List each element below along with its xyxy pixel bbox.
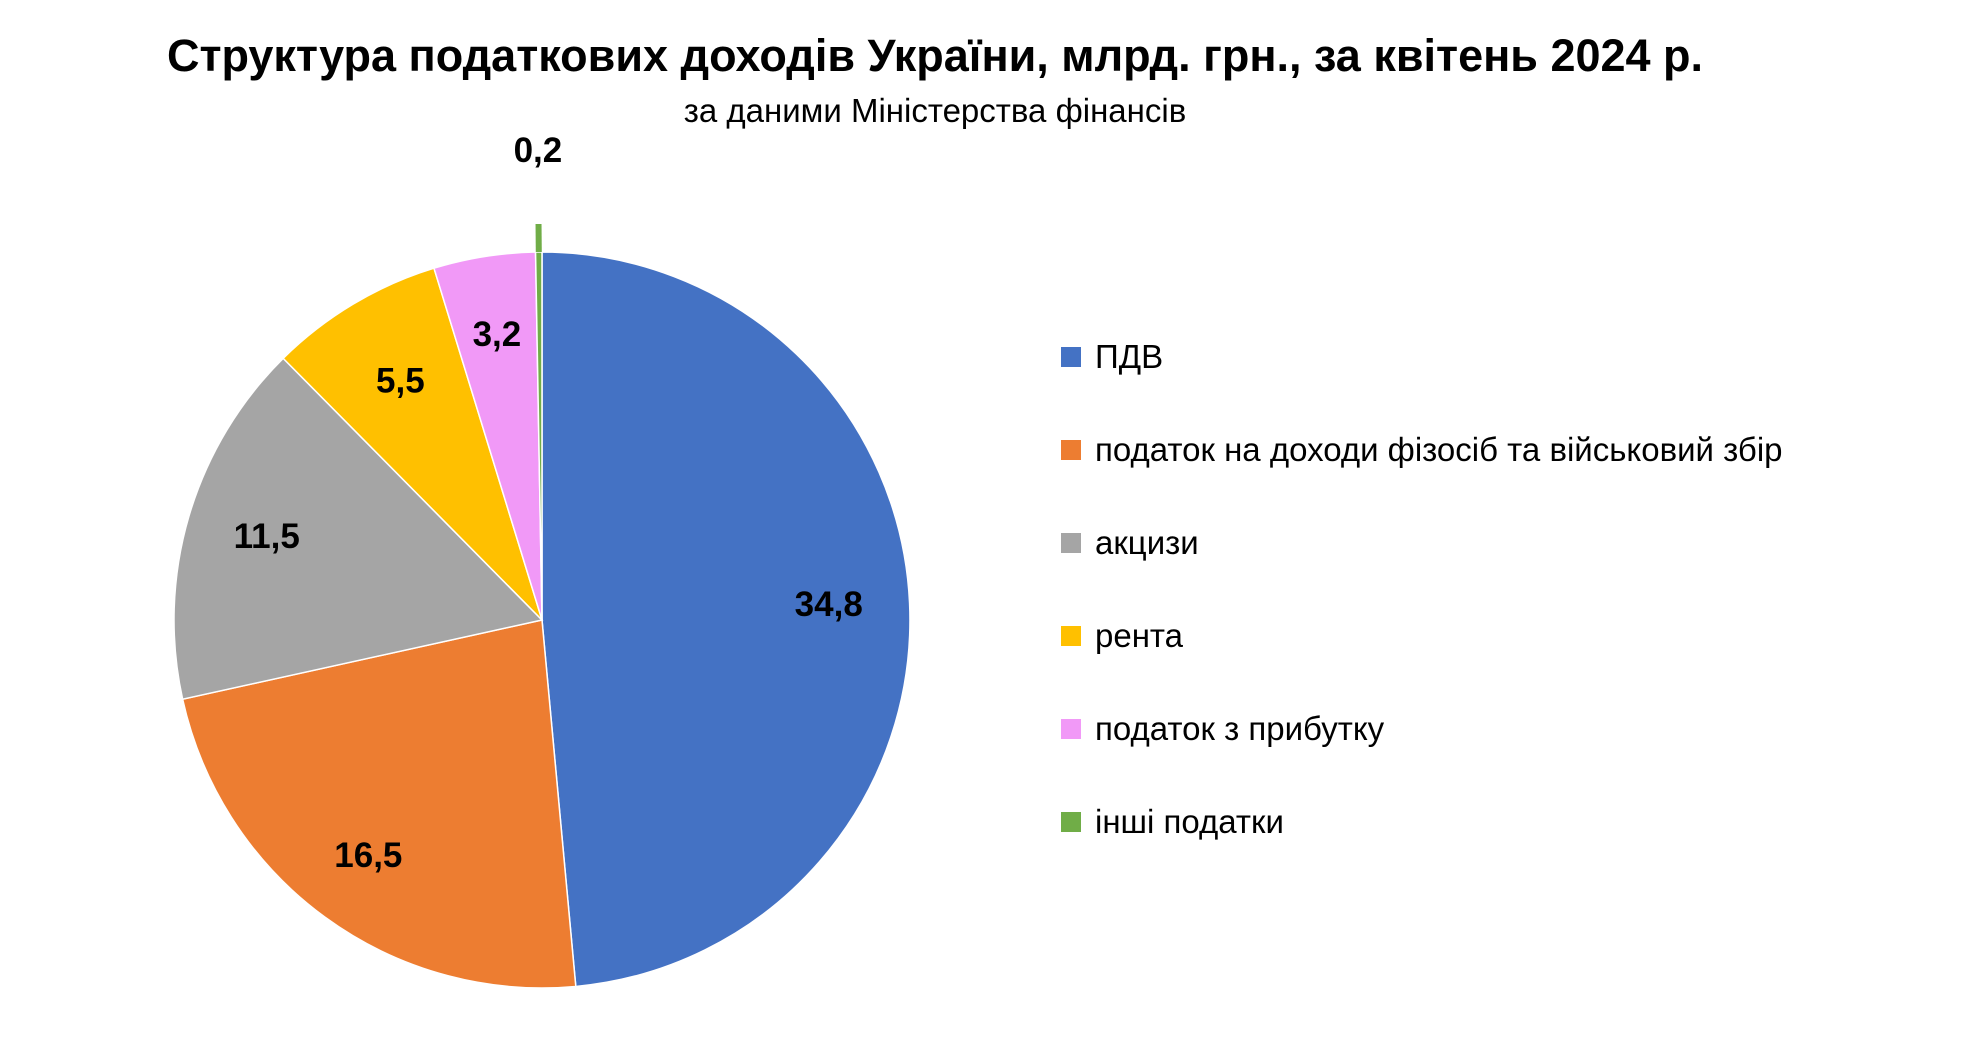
pie-slice (541, 251, 911, 988)
slice-value-label: 5,5 (376, 361, 425, 400)
legend-item: інші податки (1061, 775, 1783, 868)
legend-swatch (1061, 346, 1081, 367)
legend-label: податок на доходи фізосіб та військовий … (1095, 430, 1783, 468)
legend-swatch (1061, 625, 1081, 646)
slice-value-label: 16,5 (334, 836, 402, 875)
legend-label: інші податки (1095, 802, 1284, 840)
legend-item: податок з прибутку (1061, 682, 1783, 775)
slice-value-label: 3,2 (473, 315, 522, 354)
pie-slice (173, 357, 544, 701)
legend-swatch (1061, 718, 1081, 739)
legend-swatch (1061, 439, 1081, 460)
pie-slice (534, 251, 543, 621)
legend-label: акцизи (1095, 523, 1199, 561)
legend-label: ПДВ (1095, 337, 1164, 375)
legend-swatch (1061, 811, 1081, 832)
legend-item: рента (1061, 589, 1783, 682)
legend-item: податок на доходи фізосіб та військовий … (1061, 403, 1783, 496)
legend-swatch (1061, 532, 1081, 553)
chart-subtitle: за даними Міністерства фінансів (683, 92, 1187, 129)
legend-item: ПДВ (1061, 310, 1783, 403)
pie-slice (282, 267, 543, 621)
pie-slice (181, 619, 577, 989)
slice-value-label: 34,8 (795, 585, 863, 624)
legend-label: податок з прибутку (1095, 709, 1385, 747)
chart-legend: ПДВ податок на доходи фізосіб та військов… (1061, 310, 1783, 868)
slice-value-label: 0,2 (514, 131, 563, 170)
legend-item: акцизи (1061, 496, 1783, 589)
chart-title: Структура податкових доходів України, мл… (166, 30, 1704, 81)
slice-value-label: 11,5 (234, 517, 300, 556)
legend-label: рента (1095, 616, 1184, 654)
